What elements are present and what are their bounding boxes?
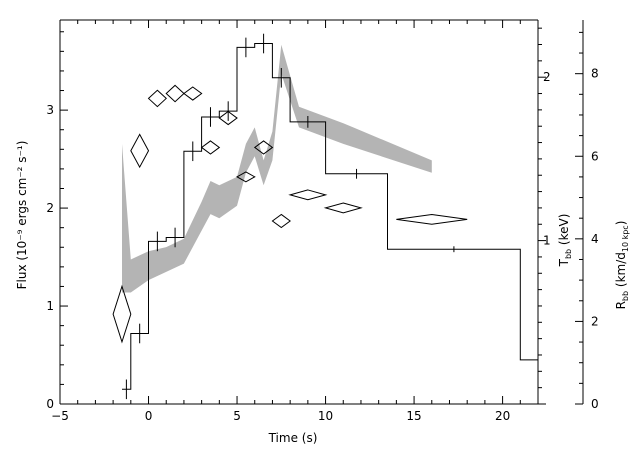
- left-tick-label: 0: [46, 397, 54, 411]
- x-tick-label: 20: [495, 409, 510, 423]
- temperature-diamond: [112, 284, 132, 344]
- x-tick-label: 15: [406, 409, 421, 423]
- radius-title-rest: (km/d: [614, 252, 628, 291]
- radius-band-layer: [122, 44, 432, 293]
- flux-histogram-line: [122, 43, 538, 390]
- x-tick-label: 10: [318, 409, 333, 423]
- x-tick-label: 5: [233, 409, 241, 423]
- right-axis-title-temperature: Tbb (keV): [557, 214, 573, 268]
- radius-title-sub: bb: [621, 291, 630, 301]
- radius-title-sub2: 10 kpc: [621, 225, 630, 252]
- temperature-title-rest: (keV): [557, 214, 571, 249]
- temperature-diamond: [323, 202, 363, 214]
- radius-tick-label: 4: [591, 232, 599, 246]
- radius-tick-label: 0: [591, 397, 599, 411]
- radius-tick-label: 2: [591, 314, 599, 328]
- temperature-diamond: [200, 140, 221, 155]
- flux-histogram-layer: [122, 33, 538, 400]
- temperature-diamond: [271, 213, 291, 229]
- temperature-title-main: T: [557, 258, 571, 267]
- temperature-diamond: [253, 140, 274, 155]
- radius-title-main: R: [614, 301, 628, 309]
- temperature-diamond: [218, 110, 238, 126]
- temperature-diamond: [396, 213, 468, 225]
- left-tick-label: 1: [46, 299, 54, 313]
- temperature-diamond: [183, 86, 203, 101]
- radius-tick-label: 6: [591, 149, 599, 163]
- radius-tick-label: 8: [591, 67, 599, 81]
- temperature-title-sub: bb: [564, 249, 573, 259]
- radius-title-end: ): [614, 221, 628, 226]
- radius-band: [122, 44, 432, 293]
- left-axis-title: Flux (10⁻⁹ ergs cm⁻² s⁻¹): [15, 141, 29, 290]
- temperature-diamonds-layer: [112, 84, 468, 344]
- temperature-diamond: [165, 84, 185, 103]
- right-axis-title-radius: Rbb (km/d10 kpc): [614, 221, 630, 310]
- temperature-diamond: [236, 171, 256, 183]
- x-axis-title: Time (s): [268, 431, 318, 445]
- temperature-diamond: [130, 133, 150, 169]
- temperature-tick-label: 2: [543, 70, 551, 84]
- x-tick-label: −5: [51, 409, 69, 423]
- temperature-diamond: [288, 189, 328, 201]
- left-tick-label: 2: [46, 201, 54, 215]
- left-tick-label: 3: [46, 103, 54, 117]
- x-tick-label: 0: [145, 409, 153, 423]
- temperature-diamond: [147, 89, 167, 108]
- temperature-tick-label: 1: [543, 234, 551, 248]
